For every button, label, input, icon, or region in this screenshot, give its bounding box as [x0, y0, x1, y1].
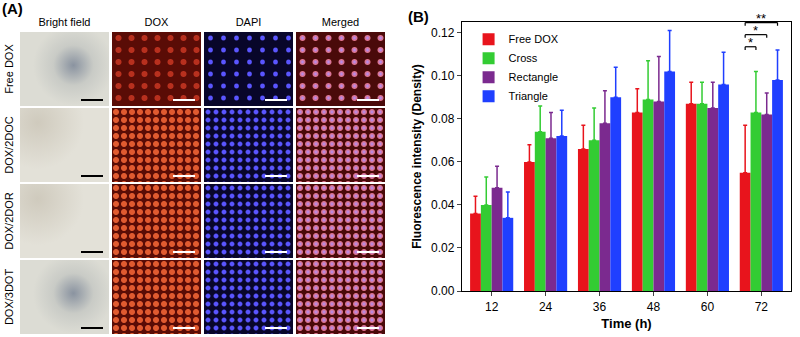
svg-text:24: 24 [539, 300, 553, 314]
svg-text:0.00: 0.00 [431, 284, 455, 298]
svg-text:60: 60 [701, 300, 715, 314]
html-text:DAPI: DAPI [235, 16, 262, 28]
svg-text:36: 36 [593, 300, 607, 314]
html-text:DOX/2DOC: DOX/2DOC [3, 116, 15, 174]
html-text:Free DOX: Free DOX [3, 44, 15, 94]
svg-text:Free DOX: Free DOX [509, 33, 559, 45]
html-text:Merged: Merged [321, 16, 360, 28]
html-text:DOX: DOX [144, 16, 169, 28]
html-text:DOX/3DOT: DOX/3DOT [3, 268, 15, 326]
svg-text:Cross: Cross [509, 52, 538, 64]
html-text:(A): (A) [2, 0, 23, 17]
svg-text:0.04: 0.04 [431, 198, 455, 212]
svg-text:0.10: 0.10 [431, 69, 455, 83]
svg-text:*: * [748, 35, 753, 50]
svg-text:0.12: 0.12 [431, 26, 455, 40]
svg-text:Fluorescence intensity (Densit: Fluorescence intensity (Density) [410, 64, 424, 249]
svg-text:Time (h): Time (h) [601, 316, 651, 331]
svg-text:Triangle: Triangle [509, 90, 548, 102]
svg-text:0.02: 0.02 [431, 241, 455, 255]
svg-text:72: 72 [755, 300, 769, 314]
svg-text:0.06: 0.06 [431, 155, 455, 169]
html-text:DOX/2DOR: DOX/2DOR [3, 192, 15, 250]
svg-text:(B): (B) [408, 8, 429, 25]
svg-text:Rectangle: Rectangle [509, 71, 559, 83]
svg-text:12: 12 [485, 300, 499, 314]
svg-text:0.08: 0.08 [431, 112, 455, 126]
svg-text:*: * [753, 23, 758, 38]
svg-text:**: ** [756, 11, 766, 26]
html-text:Bright field: Bright field [38, 16, 91, 28]
svg-text:48: 48 [647, 300, 661, 314]
